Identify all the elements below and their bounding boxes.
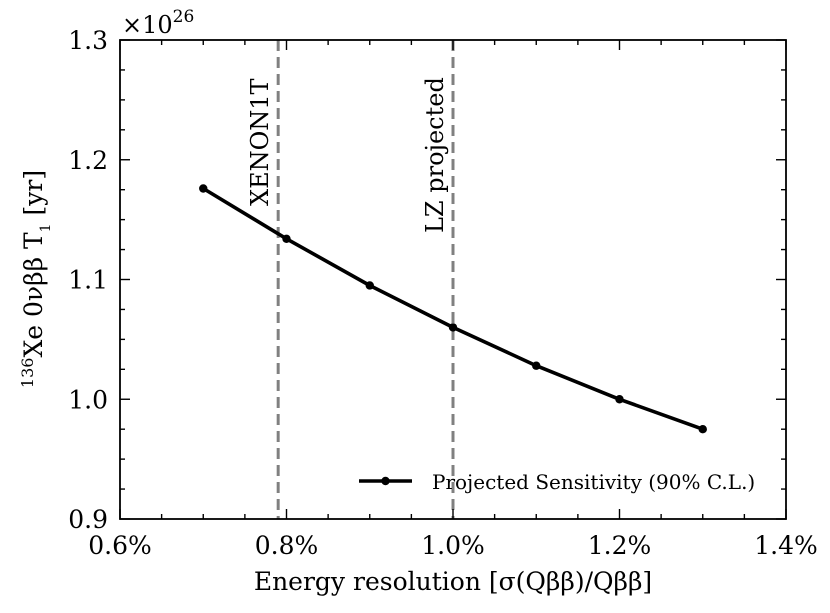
- vline-label-1: LZ projected: [421, 77, 449, 233]
- legend-marker: [381, 476, 390, 486]
- y-tick-label: 0.9: [68, 505, 108, 534]
- y-label-main: Xe 0νββ T: [19, 232, 48, 357]
- y-label-unit: [yr]: [19, 170, 48, 224]
- data-point: [532, 361, 541, 370]
- y-tick-label: 1.0: [68, 385, 108, 414]
- x-tick-label: 0.8%: [255, 531, 319, 560]
- y-scale-multiplier: ×1026: [122, 7, 194, 39]
- y-tick-label: 1.1: [68, 266, 108, 295]
- y-tick-label: 1.3: [68, 26, 108, 55]
- y-scale-exponent: 26: [173, 7, 195, 27]
- data-point: [365, 281, 374, 290]
- data-point: [448, 323, 458, 332]
- data-point: [698, 424, 707, 434]
- data-series: [199, 184, 707, 434]
- y-scale-base: ×10: [122, 11, 173, 39]
- labels: XENON1T LZ projected 0.6% 0.8% 1.0% 1.2% 1.4% 0…: [18, 7, 818, 596]
- legend: Projected Sensitivity (90% C.L.): [359, 470, 755, 494]
- x-tick-label: 0.6%: [88, 531, 152, 560]
- y-label-isotope: 136: [18, 358, 37, 389]
- data-point: [199, 184, 208, 193]
- ticks: [119, 39, 787, 520]
- x-tick-label: 1.2%: [588, 531, 652, 560]
- y-axis-label: 136Xe 0νββ T1 [yr]: [18, 170, 54, 388]
- y-label-sub-num: 1: [38, 223, 54, 232]
- x-tick-label: 1.0%: [421, 531, 485, 560]
- legend-label: Projected Sensitivity (90% C.L.): [432, 470, 755, 494]
- data-point: [282, 234, 291, 243]
- vline-label-0: XENON1T: [246, 78, 274, 206]
- x-tick-label: 1.4%: [754, 531, 818, 560]
- data-point: [615, 395, 624, 404]
- y-tick-label: 1.2: [68, 146, 108, 175]
- vertical-reference-lines: [276, 40, 455, 519]
- x-axis-label: Energy resolution [σ(Qββ)/Qββ]: [254, 567, 652, 596]
